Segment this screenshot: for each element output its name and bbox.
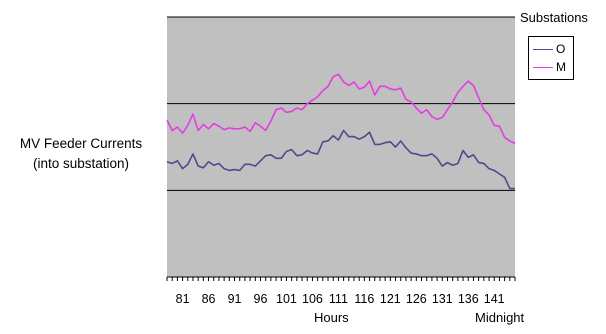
x-tick-label: 126 — [406, 292, 427, 306]
x-tick-label: 101 — [276, 292, 297, 306]
x-tick-label: 136 — [458, 292, 479, 306]
legend-item-o: O — [533, 42, 565, 56]
legend-label-m: M — [556, 60, 566, 74]
legend-title: Substations — [520, 10, 588, 25]
x-tick-label: 81 — [176, 292, 190, 306]
x-tick-label: 121 — [380, 292, 401, 306]
midnight-annotation: Midnight — [475, 310, 525, 325]
x-axis-label: Hours — [314, 310, 349, 325]
x-tick-label: 141 — [484, 292, 505, 306]
x-tick-label: 106 — [302, 292, 323, 306]
x-tick-label: 111 — [329, 292, 348, 306]
x-tick-label: 86 — [202, 292, 216, 306]
plot-area — [167, 17, 515, 277]
legend: O M — [528, 36, 574, 80]
legend-swatch-o — [533, 48, 553, 50]
x-tick-label: 116 — [354, 292, 374, 306]
legend-item-m: M — [533, 60, 566, 74]
x-tick-label: 96 — [254, 292, 268, 306]
x-tick-label: 91 — [228, 292, 242, 306]
y-axis-label-line-2: (into substation) — [32, 156, 130, 171]
series-line-o — [166, 129, 515, 190]
legend-swatch-m — [533, 66, 553, 68]
legend-label-o: O — [556, 42, 566, 56]
y-axis-label: MV Feeder Currents (into substation) — [6, 134, 156, 174]
x-tick-label: 131 — [432, 292, 453, 306]
series-line-m — [166, 73, 516, 145]
y-axis-label-line-1: MV Feeder Currents — [19, 136, 143, 151]
